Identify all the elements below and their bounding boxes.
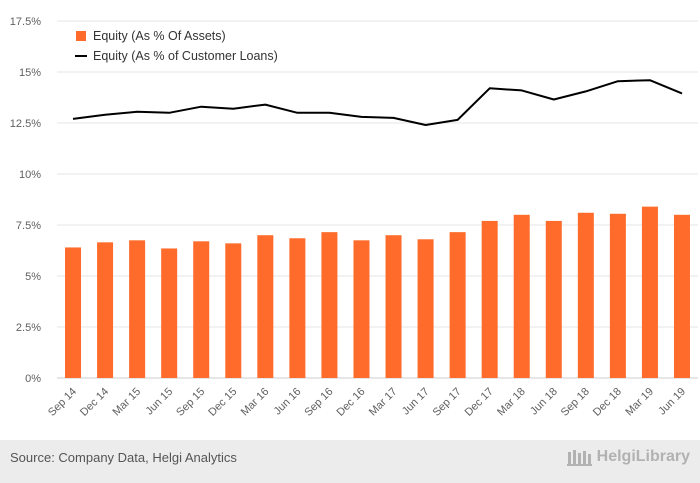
legend-bar-swatch: [76, 31, 86, 41]
bar: [129, 240, 146, 378]
bar: [193, 241, 210, 378]
bar: [65, 247, 82, 378]
x-tick-label: Dec 17: [463, 386, 496, 419]
x-tick-label: Sep 17: [431, 386, 464, 419]
series-line: [72, 79, 683, 126]
bar: [641, 206, 658, 378]
brand-name: HelgiLibrary: [596, 448, 690, 465]
x-tick-label: Sep 16: [302, 386, 335, 419]
bar: [673, 214, 690, 378]
bar: [97, 242, 114, 378]
legend-bar-label: Equity (As % Of Assets): [93, 29, 226, 43]
x-tick-label: Jun 16: [272, 386, 304, 418]
gridlines: [57, 20, 698, 379]
y-tick-label: 7.5%: [16, 220, 41, 232]
bar: [321, 232, 338, 378]
x-tick-label: Dec 15: [206, 386, 239, 419]
bar: [161, 248, 178, 378]
x-tick-label: Sep 18: [559, 386, 592, 419]
y-tick-label: 10%: [19, 169, 41, 181]
x-tick-label: Dec 14: [78, 386, 111, 419]
y-tick-label: 15%: [19, 67, 41, 79]
x-tick-label: Sep 15: [174, 386, 207, 419]
x-tick-label: Mar 15: [111, 386, 144, 419]
source-note: Source: Company Data, Helgi Analytics: [10, 450, 237, 465]
x-tick-label: Mar 19: [623, 386, 656, 419]
y-tick-label: 0%: [25, 373, 41, 385]
y-tick-label: 2.5%: [16, 322, 41, 334]
y-axis-ticks: 0% 2.5% 5% 7.5% 10% 12.5% 15% 17.5%: [10, 16, 41, 385]
bar: [513, 214, 530, 378]
bar: [225, 243, 242, 378]
bar: [289, 238, 306, 378]
x-tick-label: Dec 18: [591, 386, 624, 419]
legend: Equity (As % Of Assets) Equity (As % of …: [75, 29, 278, 63]
bar: [577, 212, 594, 378]
bar: [609, 213, 626, 378]
x-tick-label: Jun 19: [656, 386, 688, 418]
x-tick-label: Jun 18: [528, 386, 560, 418]
y-tick-label: 12.5%: [10, 118, 41, 130]
y-tick-label: 17.5%: [10, 16, 41, 28]
x-tick-label: Mar 18: [495, 386, 528, 419]
bar: [417, 239, 434, 378]
brand-logo: HelgiLibrary: [566, 448, 690, 466]
bar: [257, 235, 274, 378]
x-tick-label: Mar 16: [239, 386, 272, 419]
x-tick-label: Jun 17: [400, 386, 432, 418]
x-tick-label: Dec 16: [334, 386, 367, 419]
library-icon: [566, 450, 592, 466]
x-tick-label: Mar 17: [367, 386, 400, 419]
bar: [449, 232, 466, 378]
bar: [481, 220, 498, 378]
bar-series: [65, 206, 690, 378]
bar: [545, 220, 562, 378]
y-tick-label: 5%: [25, 271, 41, 283]
line-series: [72, 79, 683, 126]
legend-line-label: Equity (As % of Customer Loans): [93, 49, 278, 63]
footer: Source: Company Data, Helgi Analytics He…: [0, 440, 700, 483]
bar: [385, 235, 402, 378]
x-tick-label: Sep 14: [46, 386, 79, 419]
x-tick-label: Jun 15: [143, 386, 175, 418]
bar: [353, 240, 370, 378]
